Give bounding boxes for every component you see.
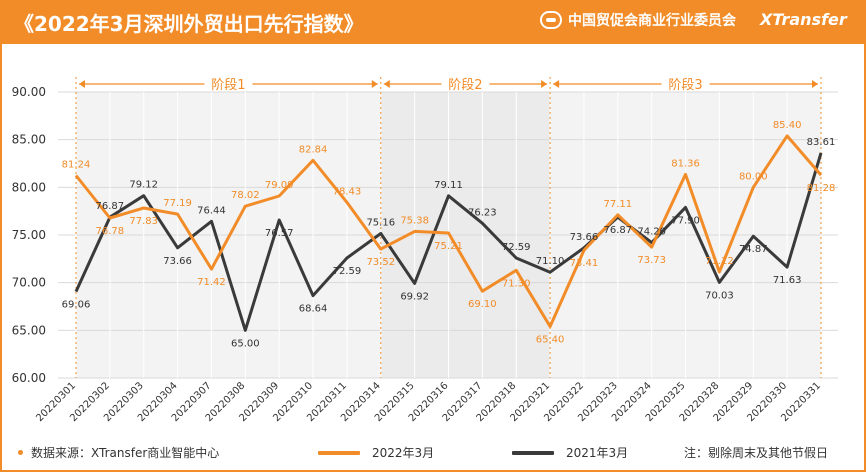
legend-swatch-2022 (318, 450, 360, 455)
legend-item-2021: 2021年3月 (512, 444, 628, 461)
data-label: 81.36 (671, 158, 700, 169)
data-label: 75.38 (400, 215, 429, 226)
y-tick-label: 75.00 (12, 228, 46, 242)
brand-logo: XTransfer (760, 10, 847, 29)
arrow-right-icon (541, 80, 548, 88)
data-label: 75.21 (434, 241, 463, 252)
data-label: 68.64 (299, 304, 328, 315)
data-label: 71.63 (773, 275, 802, 286)
data-label: 71.30 (502, 278, 531, 289)
y-tick-label: 60.00 (12, 371, 46, 385)
header-bar: 《2022年3月深圳外贸出口先行指数》 中国贸促会商业行业委员会 XTransf… (0, 0, 866, 44)
data-label: 73.41 (570, 258, 599, 269)
legend-swatch-2021 (512, 450, 554, 455)
data-label: 77.83 (129, 216, 158, 227)
arrow-right-icon (812, 80, 818, 88)
legend-label-2021: 2021年3月 (566, 446, 629, 460)
y-tick-label: 85.00 (12, 133, 46, 147)
data-label: 65.00 (231, 338, 260, 349)
data-label: 74.20 (637, 227, 666, 238)
data-label: 69.92 (400, 291, 429, 302)
data-label: 76.78 (96, 226, 125, 237)
stage-label: 阶段1 (211, 78, 245, 93)
bullet-icon (18, 450, 23, 455)
data-label: 77.90 (671, 215, 700, 226)
data-label: 73.73 (637, 255, 666, 266)
org-name: 中国贸促会商业行业委员会 (540, 10, 736, 30)
data-label: 72.59 (502, 242, 531, 253)
data-label: 77.11 (603, 199, 632, 210)
footnote: 注：剔除周末及其他节假日 (684, 444, 828, 461)
data-label: 69.06 (62, 300, 91, 311)
data-label: 76.87 (603, 225, 632, 236)
legend-item-2022: 2022年3月 (318, 444, 434, 461)
data-label: 69.10 (468, 299, 497, 310)
ccpit-logo-icon (540, 11, 562, 29)
footnote-text: 注：剔除周末及其他节假日 (684, 446, 829, 460)
data-label: 80.00 (739, 171, 768, 182)
stage-label: 阶段3 (668, 78, 702, 93)
series-2021-line (74, 152, 823, 332)
data-label: 65.40 (536, 335, 565, 346)
arrow-left-icon (383, 80, 390, 88)
source-note: 数据来源：XTransfer商业智能中心 (18, 444, 219, 461)
data-label: 76.44 (197, 205, 226, 216)
footer: 数据来源：XTransfer商业智能中心 2022年3月 2021年3月 注：剔… (0, 440, 866, 468)
arrow-right-icon (371, 80, 378, 88)
data-label: 71.42 (197, 277, 226, 288)
data-label: 83.61 (807, 137, 836, 148)
arrow-left-icon (79, 80, 85, 88)
source-text: 数据来源：XTransfer商业智能中心 (31, 446, 220, 460)
y-tick-label: 80.00 (12, 180, 46, 194)
data-label: 78.02 (231, 190, 260, 201)
data-label: 75.16 (366, 217, 395, 228)
data-label: 77.19 (163, 198, 192, 209)
data-label: 79.12 (129, 180, 158, 191)
y-tick-label: 70.00 (12, 276, 46, 290)
data-label: 71.10 (536, 256, 565, 267)
data-label: 76.87 (96, 201, 125, 212)
data-label: 85.40 (773, 120, 802, 131)
data-label: 81.28 (807, 183, 836, 194)
data-label: 72.59 (333, 266, 362, 277)
org-label: 中国贸促会商业行业委员会 (568, 13, 736, 29)
data-label: 81.24 (62, 160, 91, 171)
data-label: 79.11 (434, 180, 463, 191)
data-label: 78.43 (333, 186, 362, 197)
arrow-left-icon (553, 80, 560, 88)
data-label: 76.57 (265, 228, 294, 239)
data-label: 71.12 (705, 256, 734, 267)
stage-label: 阶段2 (448, 78, 482, 93)
data-label: 73.66 (570, 232, 599, 243)
data-label: 74.87 (739, 244, 768, 255)
page-title: 《2022年3月深圳外贸出口先行指数》 (14, 12, 364, 36)
series-2022-line (74, 134, 823, 328)
legend-label-2022: 2022年3月 (372, 446, 435, 460)
y-tick-label: 90.00 (12, 85, 46, 99)
data-label: 79.09 (265, 180, 294, 191)
data-label: 82.84 (299, 144, 328, 155)
data-label: 76.23 (468, 207, 497, 218)
y-tick-label: 65.00 (12, 323, 46, 337)
data-label: 73.66 (163, 256, 192, 267)
data-label: 70.03 (705, 290, 734, 301)
line-chart: 60.00 65.00 70.00 75.00 80.00 85.00 90.00 阶段1 阶段… (12, 77, 838, 424)
data-label: 73.52 (366, 257, 395, 268)
